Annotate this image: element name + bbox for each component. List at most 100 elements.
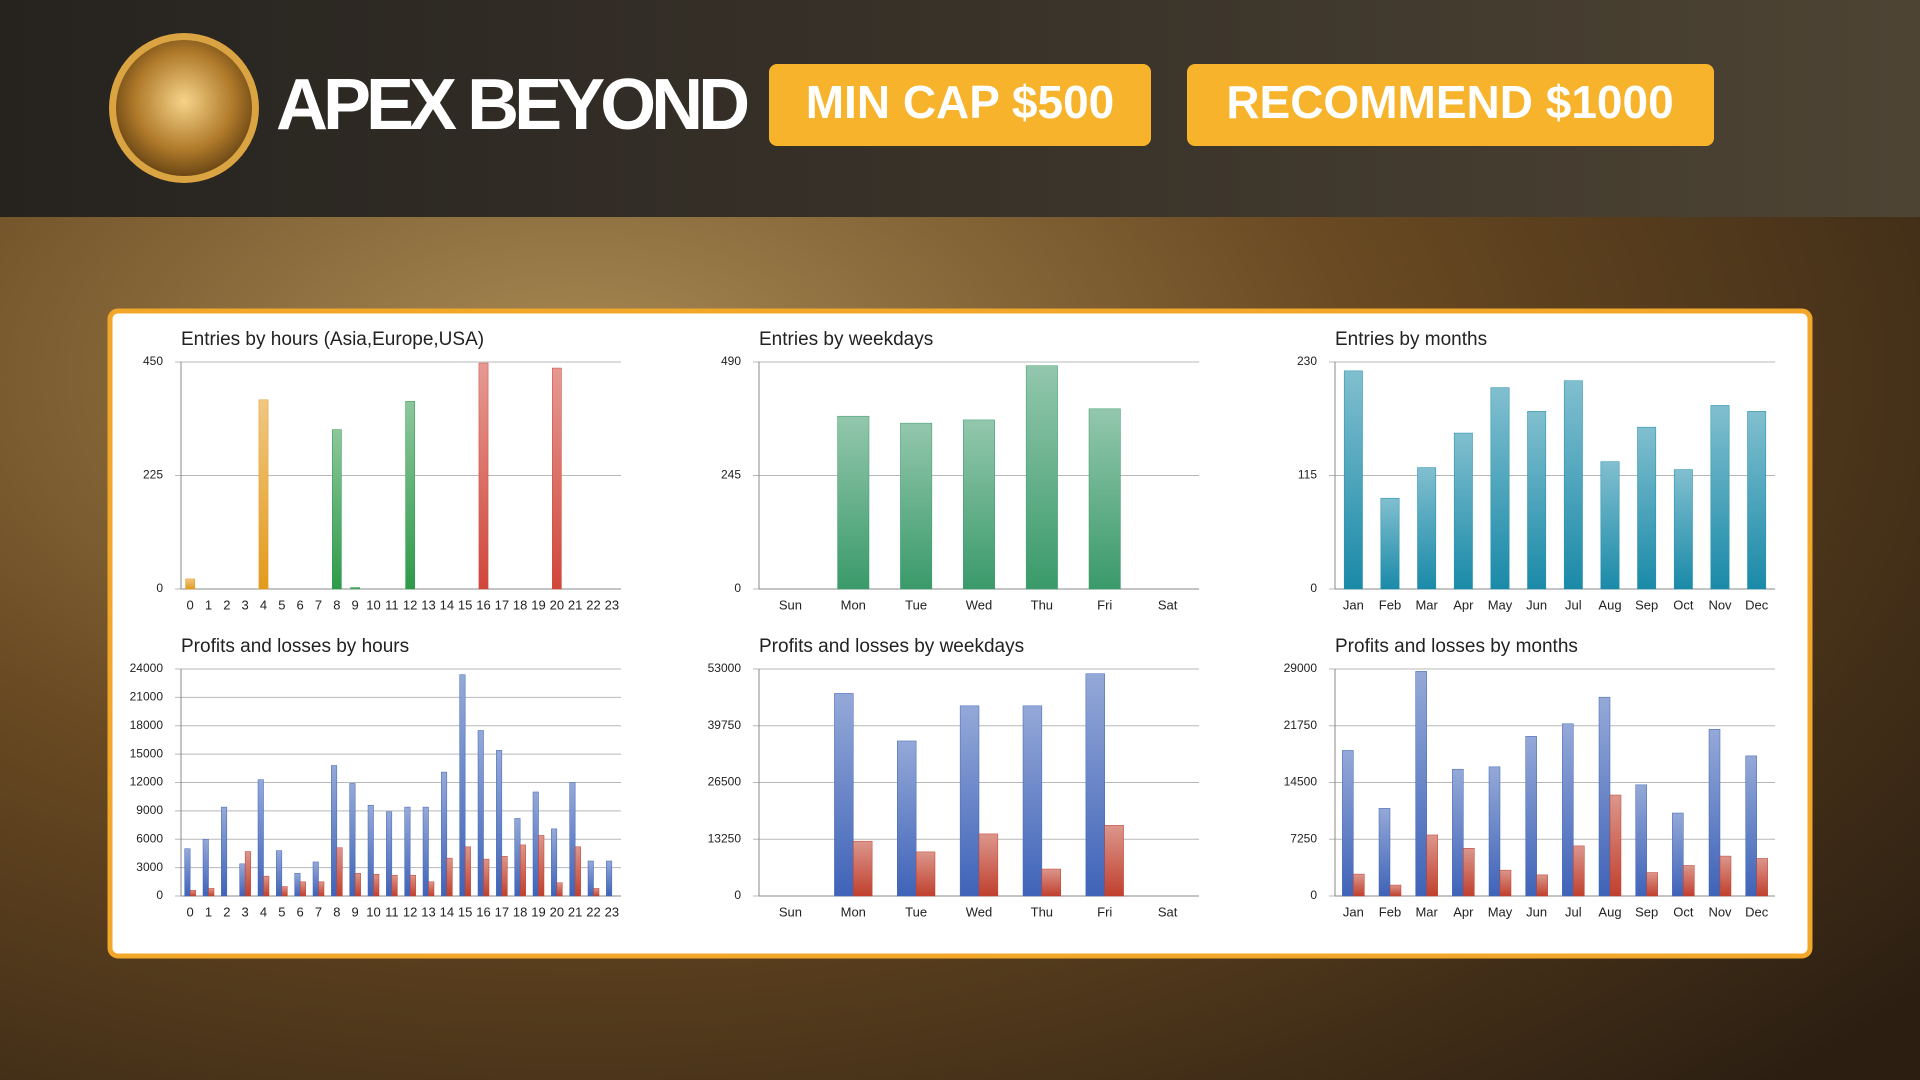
brand-name: APEX BEYOND bbox=[276, 65, 747, 145]
y-tick-label: 0 bbox=[1310, 581, 1317, 595]
bar bbox=[853, 840, 873, 897]
x-tick-label: Jan bbox=[1343, 904, 1364, 919]
y-tick-label: 53000 bbox=[708, 661, 742, 675]
x-tick-label: 7 bbox=[315, 904, 322, 919]
bar bbox=[1104, 825, 1124, 897]
x-tick-label: 20 bbox=[550, 904, 564, 919]
bar bbox=[1600, 461, 1620, 590]
bar bbox=[538, 835, 545, 897]
y-tick-label: 9000 bbox=[136, 803, 163, 817]
bar bbox=[483, 858, 490, 897]
logo bbox=[116, 40, 252, 176]
x-tick-label: 15 bbox=[458, 904, 472, 919]
bar bbox=[477, 730, 484, 897]
x-tick-label: 12 bbox=[403, 597, 417, 612]
bar bbox=[587, 860, 594, 897]
x-tick-label: Fri bbox=[1097, 597, 1112, 612]
badge-text: MIN CAP $500 bbox=[806, 76, 1115, 128]
bar bbox=[258, 399, 269, 590]
x-tick-label: Apr bbox=[1453, 597, 1474, 612]
x-tick-label: Dec bbox=[1745, 597, 1769, 612]
bar bbox=[446, 857, 453, 897]
bar bbox=[556, 882, 563, 897]
y-tick-label: 115 bbox=[1298, 468, 1317, 482]
x-tick-label: 21 bbox=[568, 904, 582, 919]
bar bbox=[336, 847, 343, 897]
chart-title: Entries by hours (Asia,Europe,USA) bbox=[181, 329, 484, 350]
badge bbox=[769, 64, 1151, 146]
bar bbox=[1041, 868, 1061, 897]
y-tick-label: 21750 bbox=[1284, 718, 1318, 732]
bar bbox=[404, 806, 411, 897]
y-tick-label: 0 bbox=[1310, 888, 1317, 902]
bar bbox=[1646, 872, 1658, 897]
x-tick-label: 13 bbox=[421, 597, 435, 612]
x-tick-label: 16 bbox=[476, 597, 490, 612]
bar bbox=[1417, 467, 1437, 590]
bar bbox=[1343, 370, 1363, 590]
x-tick-label: 14 bbox=[440, 904, 454, 919]
bar bbox=[294, 873, 301, 897]
x-tick-label: Sun bbox=[779, 597, 802, 612]
bar bbox=[1490, 387, 1510, 590]
bar bbox=[189, 890, 196, 897]
badge-text: RECOMMEND $1000 bbox=[1226, 76, 1673, 128]
x-tick-label: Tue bbox=[905, 597, 927, 612]
y-tick-label: 13250 bbox=[708, 831, 742, 845]
x-tick-label: 20 bbox=[550, 597, 564, 612]
bar bbox=[569, 782, 576, 897]
bar bbox=[1463, 848, 1475, 897]
x-tick-label: 13 bbox=[421, 904, 435, 919]
x-tick-label: 3 bbox=[242, 904, 249, 919]
bar bbox=[1499, 869, 1512, 897]
x-tick-label: 23 bbox=[605, 597, 619, 612]
bar bbox=[1683, 865, 1695, 897]
bar bbox=[1527, 411, 1547, 590]
x-tick-label: 2 bbox=[223, 597, 230, 612]
bar bbox=[350, 587, 361, 590]
x-tick-label: Mon bbox=[841, 597, 866, 612]
x-tick-label: 9 bbox=[352, 904, 359, 919]
x-tick-label: 10 bbox=[366, 904, 380, 919]
x-tick-label: May bbox=[1488, 904, 1513, 919]
bar bbox=[1747, 411, 1767, 590]
x-tick-label: 2 bbox=[223, 904, 230, 919]
x-tick-label: 11 bbox=[385, 904, 399, 919]
bar bbox=[208, 888, 215, 897]
bar bbox=[332, 429, 342, 590]
bar bbox=[514, 818, 521, 897]
y-tick-label: 26500 bbox=[708, 775, 742, 789]
chart-title: Profits and losses by hours bbox=[181, 636, 409, 657]
bar bbox=[1453, 432, 1473, 590]
bar bbox=[478, 362, 489, 590]
x-tick-label: Jun bbox=[1526, 597, 1547, 612]
x-tick-label: 6 bbox=[297, 597, 304, 612]
y-tick-label: 24000 bbox=[130, 661, 164, 675]
x-tick-label: 5 bbox=[278, 597, 285, 612]
bar bbox=[551, 828, 558, 897]
x-tick-label: 17 bbox=[495, 904, 509, 919]
badge bbox=[1187, 64, 1714, 146]
x-tick-label: Jul bbox=[1565, 597, 1582, 612]
bar bbox=[239, 863, 246, 897]
bar bbox=[1673, 469, 1693, 590]
bar bbox=[606, 860, 613, 897]
y-tick-label: 14500 bbox=[1284, 775, 1318, 789]
bar bbox=[299, 881, 306, 897]
x-tick-label: Sep bbox=[1635, 904, 1658, 919]
bar bbox=[1389, 884, 1402, 897]
x-tick-label: 0 bbox=[187, 904, 194, 919]
bar bbox=[441, 771, 448, 897]
y-tick-label: 450 bbox=[143, 354, 163, 368]
bar bbox=[1710, 405, 1730, 590]
y-tick-label: 230 bbox=[1297, 354, 1317, 368]
bar bbox=[1525, 736, 1537, 897]
bar bbox=[263, 875, 270, 897]
bar bbox=[281, 886, 288, 897]
chart-title: Profits and losses by weekdays bbox=[759, 636, 1024, 657]
x-tick-label: Feb bbox=[1379, 597, 1401, 612]
bar bbox=[354, 873, 361, 897]
bar bbox=[257, 779, 264, 897]
x-tick-label: 1 bbox=[205, 597, 212, 612]
y-tick-label: 225 bbox=[143, 468, 163, 482]
